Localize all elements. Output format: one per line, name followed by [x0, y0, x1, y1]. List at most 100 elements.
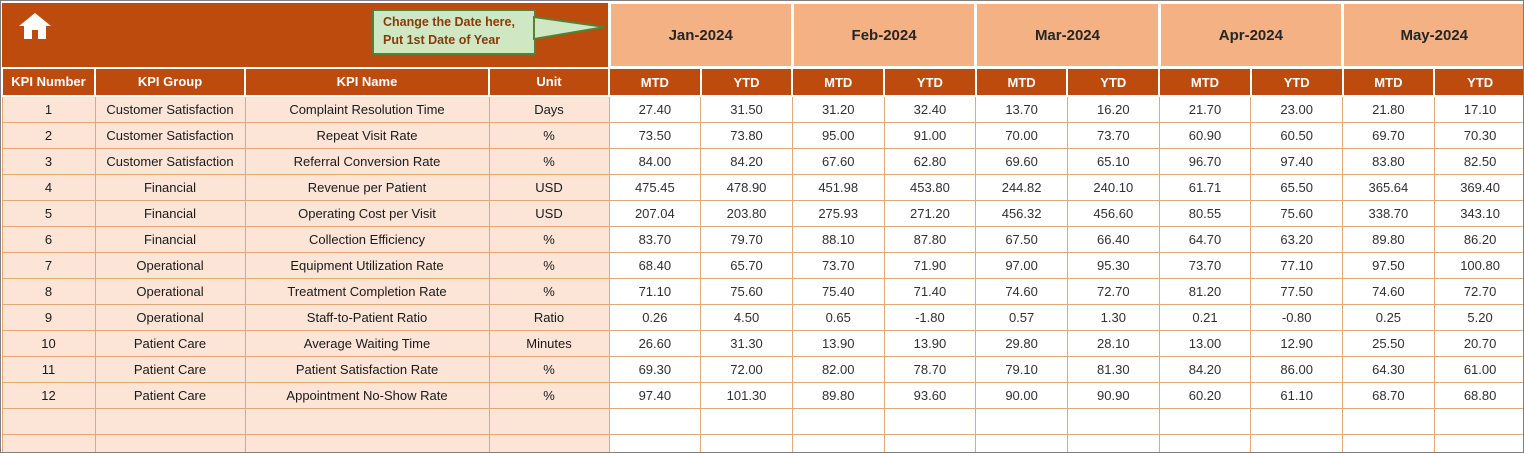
kpi-value-cell[interactable]: 93.60	[883, 382, 977, 409]
kpi-value-cell[interactable]: 75.40	[791, 278, 885, 305]
kpi-value-cell[interactable]: 453.80	[883, 174, 977, 201]
kpi-value-cell[interactable]: 12.90	[1250, 330, 1344, 357]
kpi-value-cell[interactable]: 31.20	[791, 95, 885, 123]
kpi-info-cell[interactable]: Operational	[94, 304, 246, 331]
kpi-value-cell[interactable]: 0.65	[791, 304, 885, 331]
kpi-value-cell[interactable]: 89.80	[791, 382, 885, 409]
month-header-may[interactable]: May-2024	[1341, 1, 1523, 69]
kpi-value-cell[interactable]: 4.50	[700, 304, 793, 331]
kpi-value-cell[interactable]: 74.60	[1342, 278, 1435, 305]
kpi-info-cell[interactable]: 3	[1, 148, 96, 175]
kpi-value-cell[interactable]: 62.80	[883, 148, 977, 175]
kpi-value-cell[interactable]: 90.90	[1066, 382, 1160, 409]
kpi-value-cell[interactable]: 13.00	[1158, 330, 1252, 357]
kpi-info-cell[interactable]: Complaint Resolution Time	[244, 95, 490, 123]
kpi-info-cell[interactable]	[94, 408, 246, 435]
col-apr-ytd[interactable]: YTD	[1249, 66, 1344, 97]
kpi-value-cell[interactable]	[1250, 434, 1344, 452]
col-jan-mtd[interactable]: MTD	[608, 66, 702, 97]
kpi-value-cell[interactable]: -0.80	[1250, 304, 1344, 331]
kpi-value-cell[interactable]: 73.70	[1158, 252, 1252, 279]
kpi-info-cell[interactable]: Operating Cost per Visit	[244, 200, 490, 227]
kpi-info-cell[interactable]	[244, 434, 490, 452]
kpi-value-cell[interactable]: 95.00	[791, 122, 885, 149]
kpi-value-cell[interactable]: 77.10	[1250, 252, 1344, 279]
kpi-value-cell[interactable]: 26.60	[608, 330, 702, 357]
kpi-info-cell[interactable]: 12	[1, 382, 96, 409]
kpi-info-cell[interactable]	[1, 408, 96, 435]
kpi-value-cell[interactable]: 203.80	[700, 200, 793, 227]
kpi-info-cell[interactable]: Patient Satisfaction Rate	[244, 356, 490, 383]
kpi-info-cell[interactable]: Average Waiting Time	[244, 330, 490, 357]
kpi-value-cell[interactable]: 68.40	[608, 252, 702, 279]
kpi-value-cell[interactable]: 21.70	[1158, 95, 1252, 123]
kpi-value-cell[interactable]: 451.98	[791, 174, 885, 201]
kpi-value-cell[interactable]: 68.80	[1433, 382, 1523, 409]
kpi-value-cell[interactable]	[700, 434, 793, 452]
kpi-value-cell[interactable]: 69.70	[1342, 122, 1435, 149]
kpi-value-cell[interactable]: 70.00	[975, 122, 1068, 149]
kpi-value-cell[interactable]: 61.00	[1433, 356, 1523, 383]
kpi-value-cell[interactable]: 240.10	[1066, 174, 1160, 201]
kpi-value-cell[interactable]: 369.40	[1433, 174, 1523, 201]
kpi-value-cell[interactable]	[608, 408, 702, 435]
kpi-info-cell[interactable]: Days	[488, 95, 610, 123]
kpi-value-cell[interactable]: 13.70	[975, 95, 1068, 123]
col-feb-ytd[interactable]: YTD	[883, 66, 977, 97]
kpi-value-cell[interactable]: 66.40	[1066, 226, 1160, 253]
kpi-value-cell[interactable]: 65.50	[1250, 174, 1344, 201]
kpi-value-cell[interactable]: -1.80	[883, 304, 977, 331]
kpi-value-cell[interactable]	[1250, 408, 1344, 435]
kpi-info-cell[interactable]: Minutes	[488, 330, 610, 357]
kpi-value-cell[interactable]: 478.90	[700, 174, 793, 201]
kpi-value-cell[interactable]	[975, 408, 1068, 435]
col-apr-mtd[interactable]: MTD	[1158, 66, 1252, 97]
kpi-value-cell[interactable]	[1158, 408, 1252, 435]
kpi-info-cell[interactable]: 4	[1, 174, 96, 201]
kpi-value-cell[interactable]: 244.82	[975, 174, 1068, 201]
kpi-value-cell[interactable]: 97.40	[1250, 148, 1344, 175]
kpi-info-cell[interactable]: Financial	[94, 226, 246, 253]
kpi-info-cell[interactable]	[94, 434, 246, 452]
kpi-value-cell[interactable]: 81.20	[1158, 278, 1252, 305]
month-header-apr[interactable]: Apr-2024	[1157, 1, 1345, 69]
kpi-value-cell[interactable]: 84.20	[1158, 356, 1252, 383]
kpi-value-cell[interactable]: 84.20	[700, 148, 793, 175]
kpi-info-cell[interactable]: Repeat Visit Rate	[244, 122, 490, 149]
kpi-value-cell[interactable]: 89.80	[1342, 226, 1435, 253]
kpi-value-cell[interactable]: 338.70	[1342, 200, 1435, 227]
col-kpi-number[interactable]: KPI Number	[1, 66, 96, 97]
kpi-value-cell[interactable]: 69.60	[975, 148, 1068, 175]
col-mar-ytd[interactable]: YTD	[1066, 66, 1161, 97]
kpi-info-cell[interactable]: Operational	[94, 252, 246, 279]
kpi-value-cell[interactable]: 83.70	[608, 226, 702, 253]
kpi-value-cell[interactable]: 60.90	[1158, 122, 1252, 149]
kpi-value-cell[interactable]: 67.50	[975, 226, 1068, 253]
kpi-value-cell[interactable]: 75.60	[700, 278, 793, 305]
kpi-value-cell[interactable]: 73.70	[791, 252, 885, 279]
kpi-info-cell[interactable]: Staff-to-Patient Ratio	[244, 304, 490, 331]
kpi-info-cell[interactable]: %	[488, 148, 610, 175]
kpi-value-cell[interactable]: 88.10	[791, 226, 885, 253]
kpi-info-cell[interactable]: 5	[1, 200, 96, 227]
kpi-value-cell[interactable]: 79.10	[975, 356, 1068, 383]
kpi-value-cell[interactable]: 475.45	[608, 174, 702, 201]
kpi-value-cell[interactable]: 77.50	[1250, 278, 1344, 305]
kpi-value-cell[interactable]: 0.25	[1342, 304, 1435, 331]
kpi-value-cell[interactable]: 1.30	[1066, 304, 1160, 331]
kpi-info-cell[interactable]: Financial	[94, 200, 246, 227]
kpi-value-cell[interactable]: 60.20	[1158, 382, 1252, 409]
col-mar-mtd[interactable]: MTD	[974, 66, 1069, 97]
kpi-info-cell[interactable]: %	[488, 252, 610, 279]
kpi-info-cell[interactable]: Patient Care	[94, 382, 246, 409]
kpi-info-cell[interactable]: %	[488, 226, 610, 253]
kpi-value-cell[interactable]: 60.50	[1250, 122, 1344, 149]
kpi-value-cell[interactable]: 64.30	[1342, 356, 1435, 383]
kpi-value-cell[interactable]	[1342, 434, 1435, 452]
kpi-value-cell[interactable]	[1066, 408, 1160, 435]
month-header-mar[interactable]: Mar-2024	[974, 1, 1161, 69]
kpi-value-cell[interactable]: 86.20	[1433, 226, 1523, 253]
kpi-value-cell[interactable]: 96.70	[1158, 148, 1252, 175]
kpi-value-cell[interactable]: 71.10	[608, 278, 702, 305]
kpi-info-cell[interactable]	[1, 434, 96, 452]
